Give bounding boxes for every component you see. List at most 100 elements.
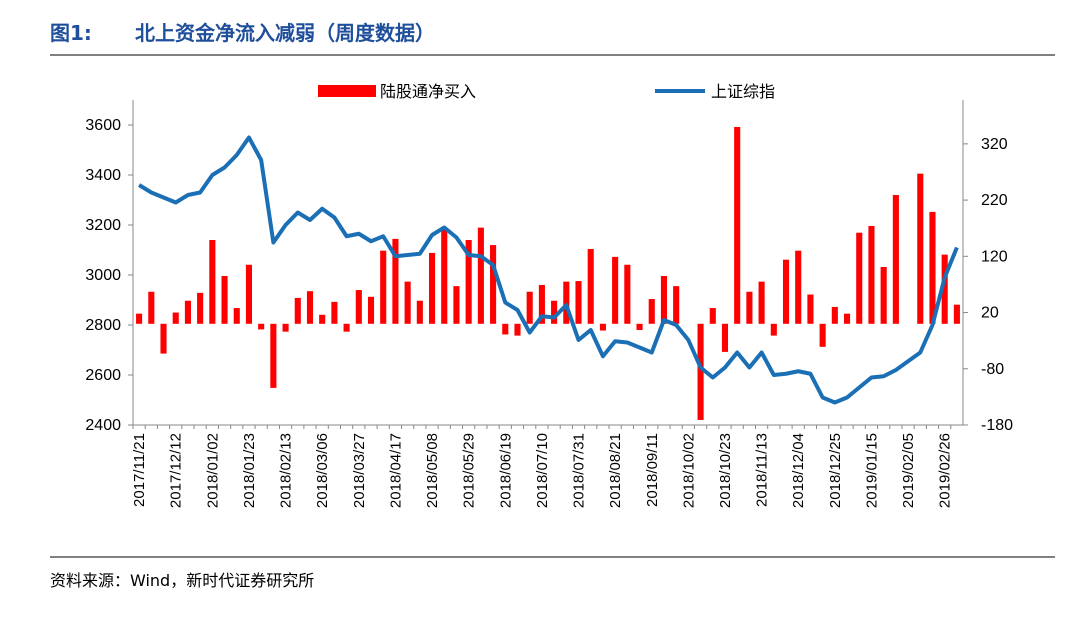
x-tick-label: 2017/12/12 (168, 433, 185, 508)
bar (648, 299, 655, 324)
bar (782, 259, 790, 324)
bar (734, 126, 741, 324)
bar (917, 173, 924, 324)
y-tick-label: 3200 (85, 217, 121, 234)
y2-tick-label: -80 (981, 361, 1004, 378)
bar (624, 264, 631, 324)
bar (746, 291, 753, 324)
bar (868, 225, 875, 324)
bar (306, 291, 314, 324)
bar (367, 296, 375, 324)
y-tick-label: 2600 (85, 367, 121, 384)
x-tick-label: 2018/04/17 (387, 433, 404, 508)
bar (258, 323, 265, 330)
bar (465, 240, 472, 324)
y2-tick-label: 120 (981, 248, 1008, 265)
bar (453, 286, 460, 324)
x-tick-label: 2018/01/23 (241, 433, 258, 508)
bar (209, 240, 216, 324)
bar (294, 297, 301, 324)
bar (270, 323, 277, 388)
bar (843, 313, 851, 324)
bar (514, 323, 521, 336)
bar (770, 323, 777, 336)
x-tick-label: 2018/11/13 (754, 433, 771, 507)
bar (892, 195, 899, 324)
source-note: 资料来源：Wind，新时代证券研究所 (50, 571, 314, 590)
x-tick-label: 2018/05/08 (424, 433, 441, 508)
bar (563, 281, 570, 324)
bar (880, 266, 887, 324)
x-tick-label: 2019/02/05 (900, 433, 917, 508)
bar (355, 290, 362, 324)
legend-label: 陆股通净买入 (380, 82, 476, 101)
chart: 2400 2600 2800 3000 3200 3400 3600 -180 -80 20 120… (85, 82, 1013, 508)
bar (380, 250, 387, 324)
bar (636, 323, 643, 330)
bar (795, 250, 802, 324)
x-tick-label: 2018/03/27 (351, 433, 368, 508)
bar (245, 264, 253, 324)
y-tick-label: 3000 (85, 267, 121, 284)
bar (709, 308, 716, 324)
x-tick-label: 2018/03/06 (314, 433, 331, 508)
x-tick-label: 2018/10/23 (717, 433, 734, 508)
bar (587, 249, 594, 324)
y2-tick-label: -180 (981, 417, 1013, 434)
bar (758, 281, 765, 324)
x-tick-label: 2018/06/19 (497, 433, 514, 508)
line (138, 135, 959, 405)
x-tick-label: 2017/11/21 (131, 433, 148, 507)
bar (697, 323, 704, 420)
bar (941, 254, 948, 324)
bar (343, 323, 350, 332)
x-tick-label: 2018/07/31 (571, 433, 588, 508)
bar (477, 227, 484, 324)
bar (819, 323, 826, 347)
x-tick-label: 2018/01/02 (204, 433, 221, 508)
y2-tick-label: 220 (981, 192, 1008, 209)
bar (599, 323, 606, 331)
bar (660, 275, 668, 324)
bar (404, 281, 411, 324)
bar (441, 229, 448, 324)
bar (612, 256, 619, 324)
chart-title: 北上资金净流入减弱（周度数据） (135, 21, 435, 45)
y2-tick-label: 320 (981, 136, 1008, 153)
bar (490, 245, 497, 324)
x-tick-label: 2018/09/11 (644, 433, 661, 507)
x-tick-label: 2018/05/29 (461, 433, 478, 508)
y-tick-label: 3600 (85, 117, 121, 134)
x-tick-label: 2018/12/25 (827, 433, 844, 508)
y-tick-label: 2400 (85, 417, 121, 434)
bar (233, 308, 240, 324)
bar (319, 314, 326, 324)
x-tick-label: 2018/02/13 (278, 433, 295, 508)
x-tick-label: 2019/01/15 (863, 433, 880, 508)
bar (331, 301, 338, 324)
bar (416, 300, 423, 324)
bar (538, 284, 545, 324)
bar (136, 313, 143, 324)
bar (953, 304, 960, 324)
x-tick-label: 2018/07/10 (534, 433, 551, 508)
bar (160, 323, 167, 354)
bar (551, 300, 558, 324)
figure-label: 图1: (50, 21, 92, 45)
bar (197, 292, 204, 324)
bar (856, 232, 863, 324)
bar (807, 294, 814, 324)
bar (392, 238, 399, 324)
x-tick-label: 2019/02/26 (937, 433, 954, 508)
legend-swatch (318, 85, 376, 97)
bar (221, 275, 228, 324)
bar (526, 291, 533, 324)
x-tick-label: 2018/12/04 (790, 433, 807, 508)
bar (184, 300, 191, 324)
bar (428, 252, 436, 324)
bar (502, 323, 509, 335)
bar (172, 312, 179, 324)
y-tick-label: 3400 (85, 167, 121, 184)
y2-tick-label: 20 (981, 305, 999, 322)
